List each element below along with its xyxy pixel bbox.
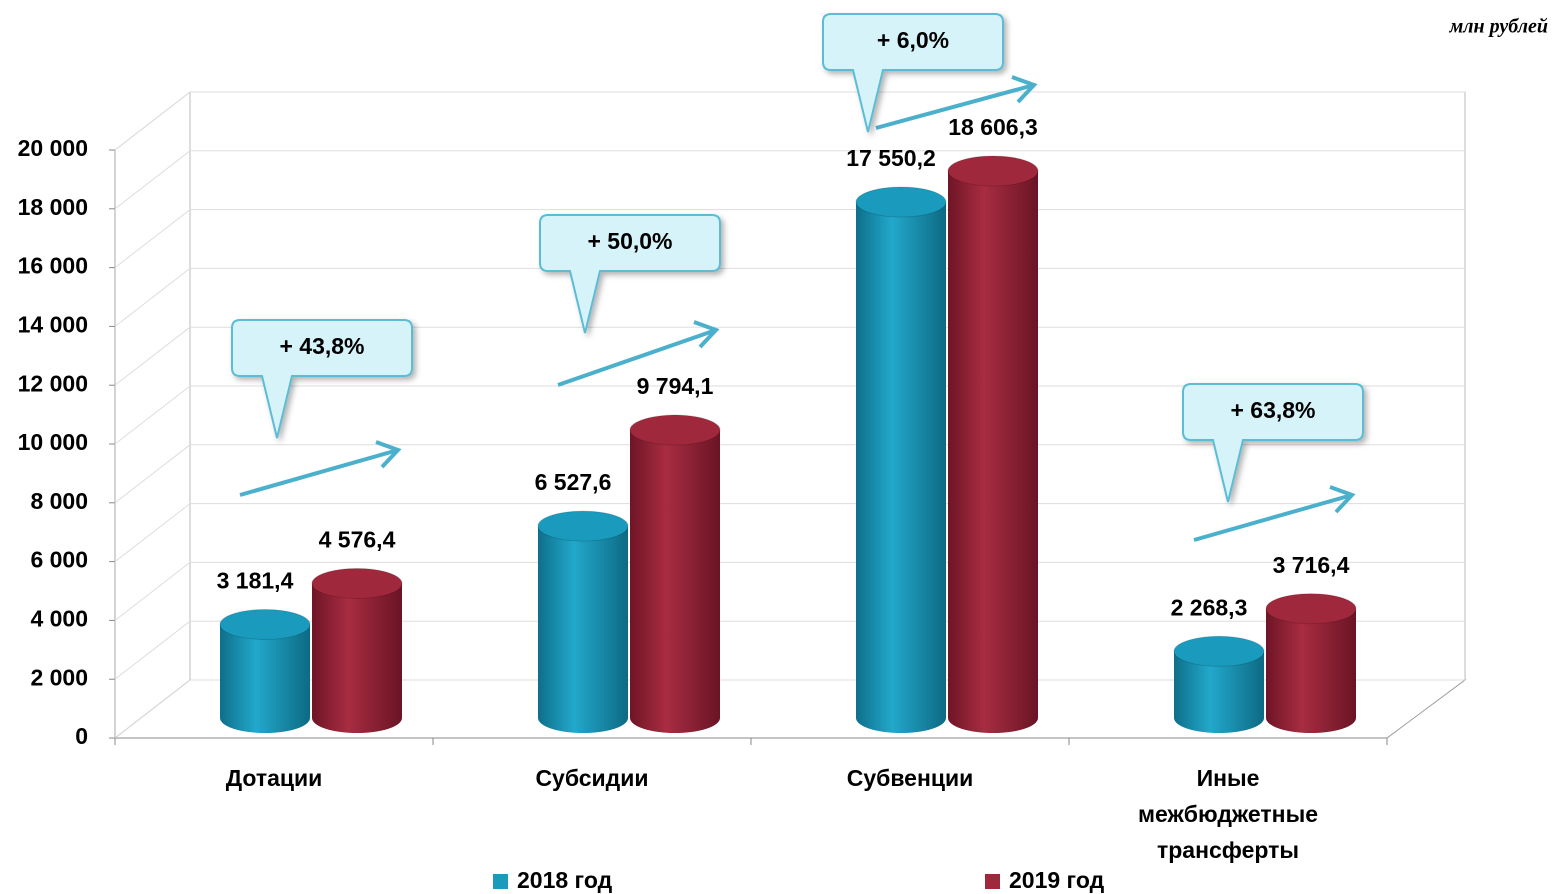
x-tick-label: Дотации bbox=[226, 765, 323, 791]
bar-top bbox=[855, 186, 947, 218]
callout bbox=[539, 214, 721, 334]
trend-arrow bbox=[557, 328, 717, 387]
bar-body bbox=[948, 170, 1038, 733]
value-label: 17 550,2 bbox=[846, 145, 936, 171]
bar-body bbox=[220, 624, 310, 733]
annotation: + 63,8% bbox=[1230, 397, 1315, 423]
bar-top bbox=[947, 155, 1039, 187]
trend-arrow-head bbox=[375, 440, 402, 469]
value-label: 9 794,1 bbox=[637, 373, 714, 399]
bar-top bbox=[219, 608, 311, 640]
grid-line bbox=[114, 326, 191, 386]
y-tick-label: 18 000 bbox=[18, 194, 88, 220]
grid-line bbox=[114, 562, 191, 621]
bar bbox=[947, 155, 1039, 733]
legend-swatch bbox=[985, 874, 1000, 889]
annotation: + 50,0% bbox=[587, 228, 672, 254]
bar-body bbox=[312, 583, 402, 733]
annotation: + 6,0% bbox=[877, 27, 949, 53]
bar bbox=[1173, 635, 1265, 733]
y-tick-label: 16 000 bbox=[18, 253, 88, 279]
bar-top bbox=[629, 414, 721, 446]
value-label: 6 527,6 bbox=[535, 469, 612, 495]
y-tick-label: 14 000 bbox=[18, 311, 88, 337]
bar-top bbox=[1173, 635, 1265, 667]
grid-line bbox=[114, 620, 191, 680]
grid-line bbox=[114, 209, 191, 268]
unit-label: млн рублей bbox=[1449, 16, 1548, 38]
bar-top bbox=[1265, 593, 1357, 625]
bar-top bbox=[311, 567, 403, 599]
legend-label: 2018 год bbox=[517, 867, 613, 893]
bar bbox=[219, 608, 311, 733]
trend-arrow bbox=[875, 83, 1035, 130]
bar bbox=[311, 567, 403, 733]
y-tick-label: 20 000 bbox=[18, 135, 88, 161]
trend-arrow bbox=[239, 448, 399, 497]
grid-line bbox=[114, 503, 191, 562]
bar bbox=[537, 510, 629, 733]
callout bbox=[822, 13, 1004, 133]
grid-line bbox=[114, 150, 191, 210]
y-tick-label: 12 000 bbox=[18, 370, 88, 396]
y-tick-label: 2 000 bbox=[30, 664, 88, 690]
value-label: 2 268,3 bbox=[1171, 594, 1248, 620]
grid-line bbox=[114, 91, 191, 151]
callout bbox=[1182, 383, 1364, 503]
y-tick-label: 0 bbox=[75, 723, 88, 749]
bar bbox=[855, 186, 947, 734]
bar-body bbox=[630, 430, 720, 733]
bar bbox=[629, 414, 721, 733]
x-tick-label: Субсидии bbox=[535, 765, 648, 791]
y-tick-label: 10 000 bbox=[18, 429, 88, 455]
bar-body bbox=[856, 202, 946, 734]
grid-line bbox=[114, 385, 191, 445]
x-tick-label: Субвенции bbox=[847, 765, 974, 791]
grid-line bbox=[114, 679, 191, 739]
trend-arrow-head bbox=[693, 320, 720, 349]
trend-arrow-head bbox=[1011, 75, 1038, 104]
legend-swatch bbox=[493, 874, 508, 889]
bar-body bbox=[1174, 651, 1264, 733]
value-label: 3 716,4 bbox=[1273, 552, 1350, 578]
trend-arrow bbox=[1193, 493, 1353, 542]
bar bbox=[1265, 593, 1357, 733]
x-tick-label: Иные межбюджетные трансферты bbox=[1138, 765, 1318, 863]
callout bbox=[231, 319, 413, 439]
y-tick-label: 6 000 bbox=[30, 547, 88, 573]
y-tick-label: 4 000 bbox=[30, 605, 88, 631]
grid-line bbox=[114, 268, 191, 327]
bar-body bbox=[538, 526, 628, 733]
value-label: 3 181,4 bbox=[217, 568, 294, 594]
value-label: 18 606,3 bbox=[948, 114, 1038, 140]
bar-body bbox=[1266, 608, 1356, 733]
trend-arrow-head bbox=[1329, 485, 1356, 514]
value-label: 4 576,4 bbox=[319, 527, 396, 553]
y-tick-label: 8 000 bbox=[30, 488, 88, 514]
bar-top bbox=[537, 510, 629, 542]
annotation: + 43,8% bbox=[279, 333, 364, 359]
grid-line bbox=[114, 444, 191, 504]
legend-label: 2019 год bbox=[1009, 867, 1105, 893]
